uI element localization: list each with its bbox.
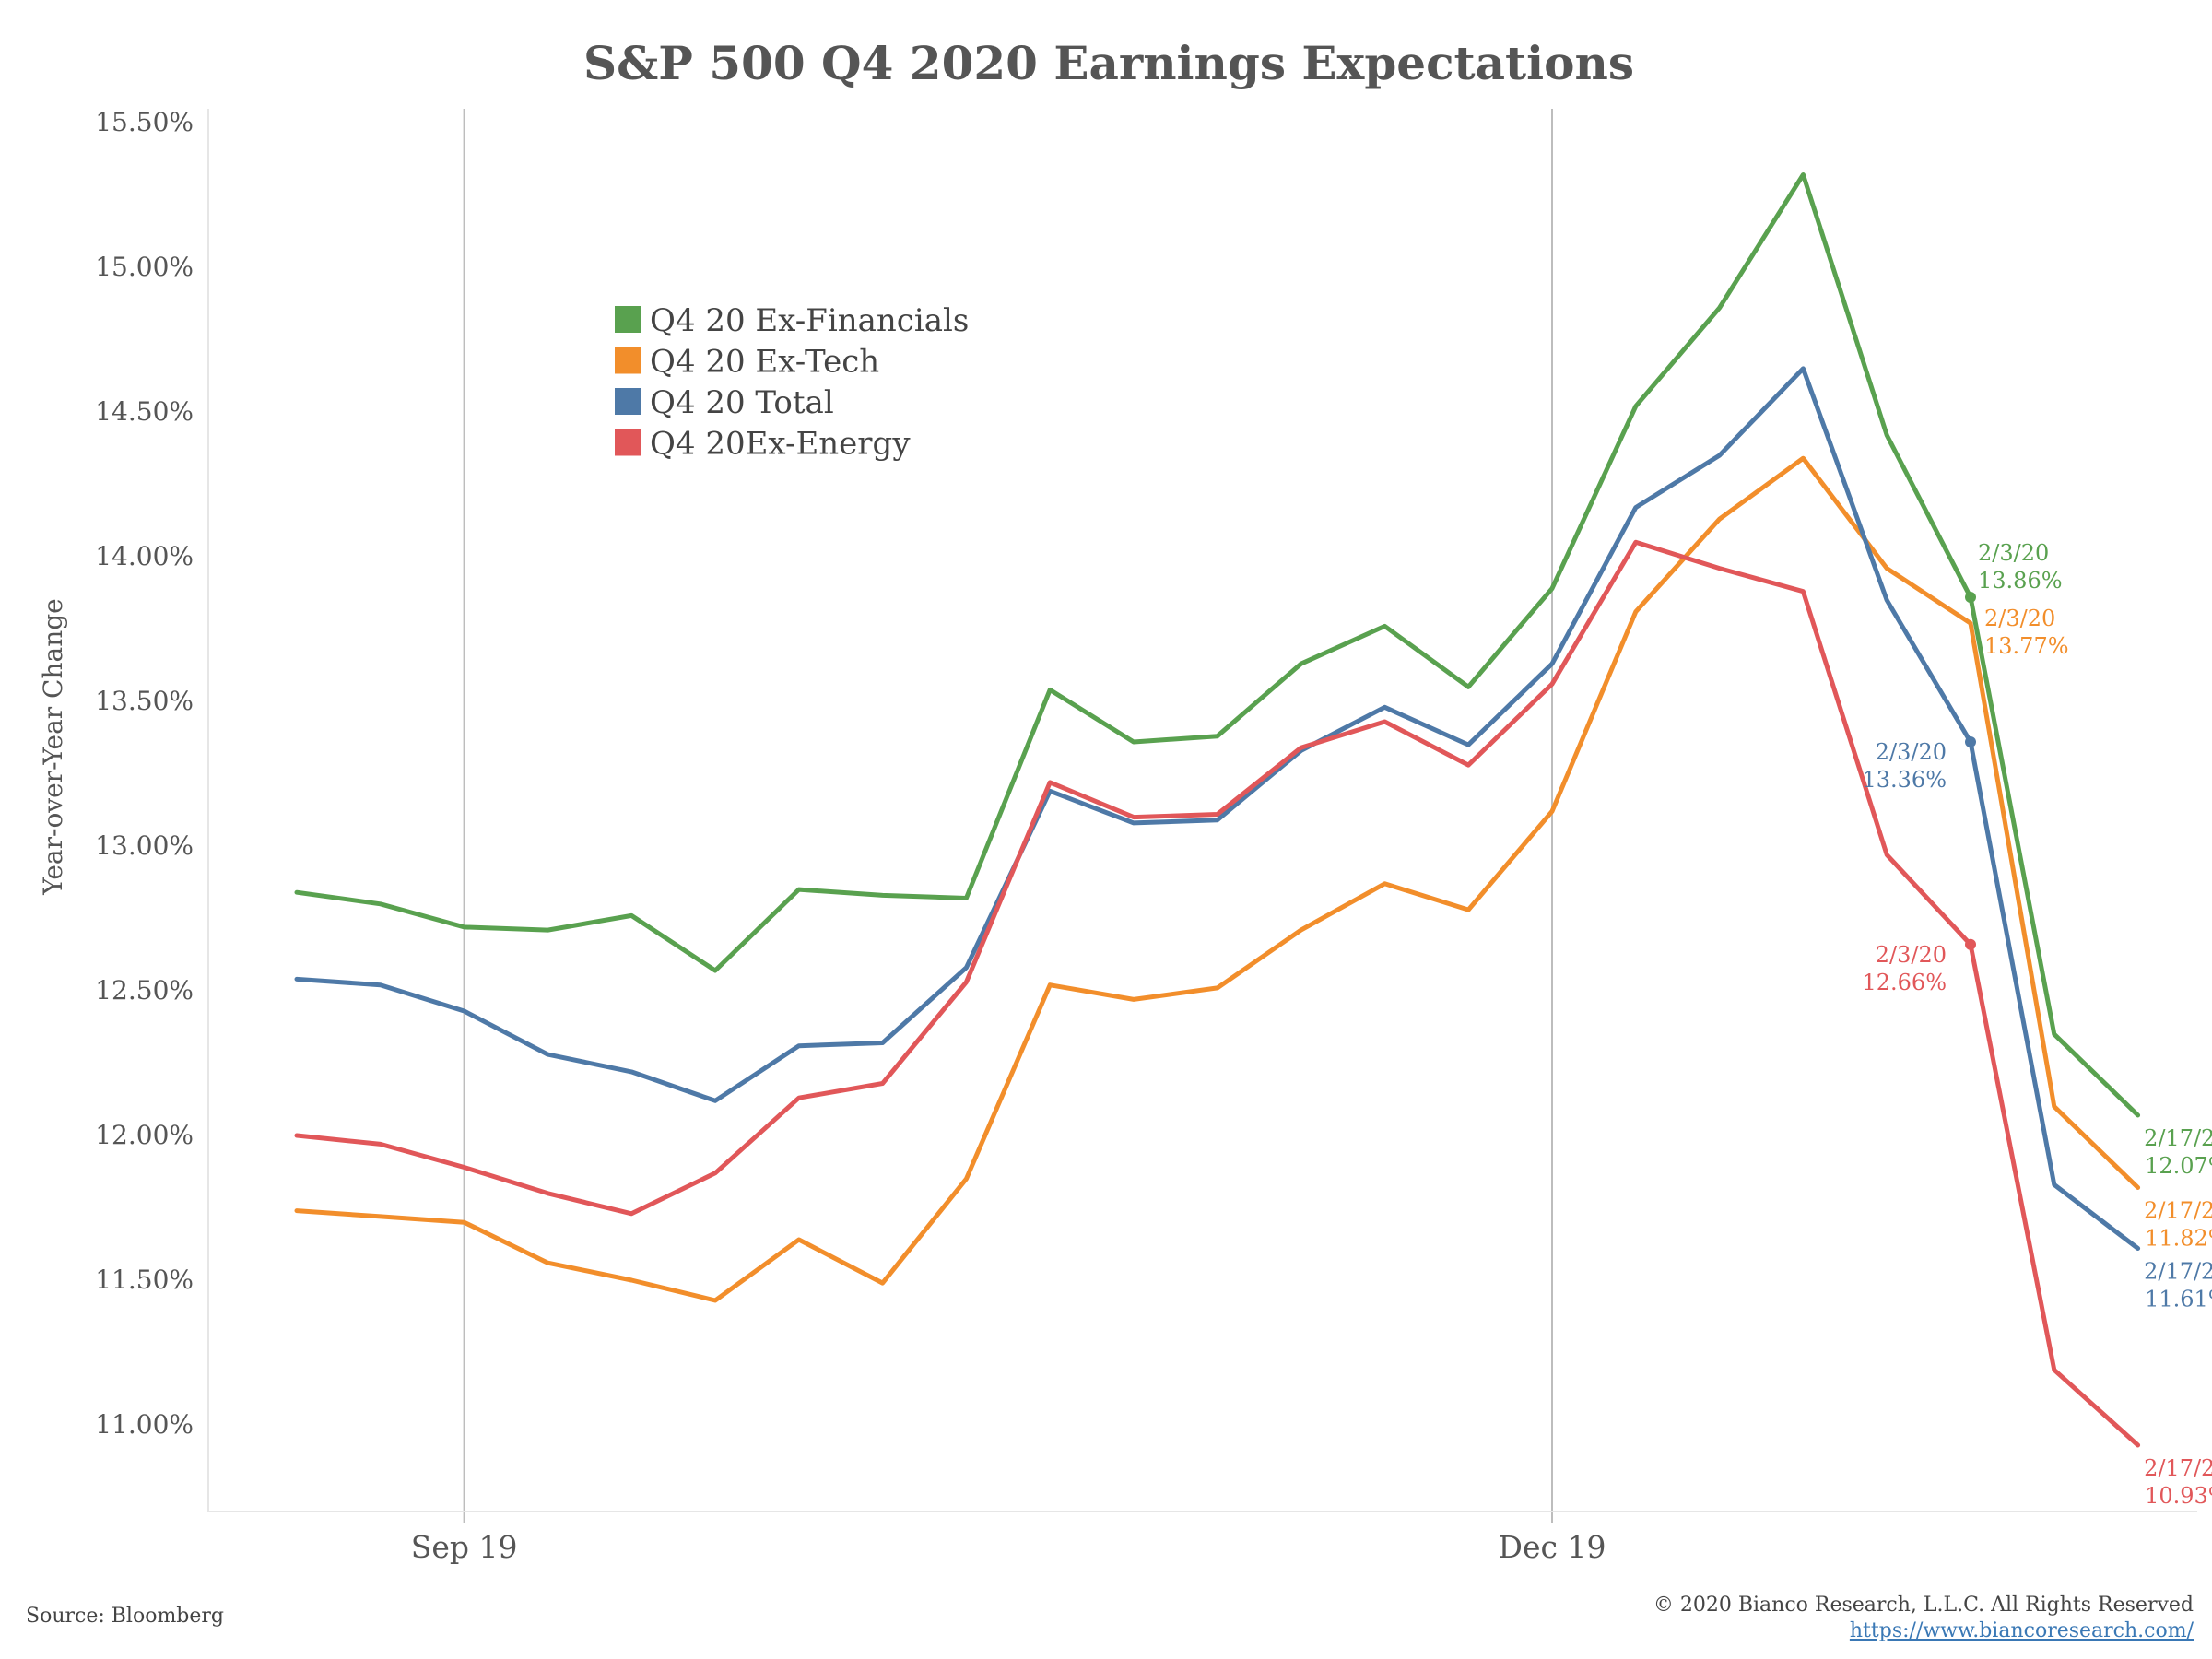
y-axis-ticks: 11.00% 11.50% 12.00% 12.50% 13.00% 13.50% 14.0…	[95, 107, 194, 1440]
legend-label: Q4 20Ex-Energy	[650, 426, 911, 463]
annotation-dot	[1965, 735, 1976, 747]
legend-swatch	[615, 429, 641, 456]
website-link[interactable]: https://www.biancoresearch.com/	[1850, 1619, 2194, 1642]
series-line	[294, 455, 2141, 1303]
annotation-value: 11.82%	[2145, 1226, 2212, 1252]
annotation-date: 2/3/20	[1876, 942, 1947, 968]
y-axis-label: Year-over-Year Change	[38, 598, 68, 895]
annotation-value: 12.66%	[1862, 970, 1947, 995]
annotation-dot	[1965, 591, 1976, 603]
annotation-value: 13.77%	[1984, 633, 2069, 659]
y-tick-label: 14.50%	[95, 396, 194, 427]
annotation-value: 10.93%	[2145, 1483, 2212, 1509]
annotation-date: 2/17/20	[2144, 1198, 2212, 1224]
legend-label: Q4 20 Ex-Financials	[650, 302, 969, 339]
legend-label: Q4 20 Total	[650, 384, 834, 421]
series-line	[294, 172, 2141, 1118]
annotation-value: 13.86%	[1978, 568, 2063, 594]
legend-label: Q4 20 Ex-Tech	[650, 344, 879, 381]
y-tick-label: 15.50%	[95, 107, 194, 137]
annotations: 2/3/2013.86%2/3/2013.77%2/3/2013.36%2/3/…	[1862, 540, 2212, 1509]
y-tick-label: 13.50%	[95, 686, 194, 716]
annotation-date: 2/17/20	[2144, 1455, 2212, 1481]
legend-swatch	[615, 347, 641, 374]
legend-swatch	[615, 388, 641, 415]
annotation-value: 11.61%	[2145, 1286, 2212, 1312]
x-tick-label: Dec 19	[1499, 1529, 1606, 1565]
series-lines	[294, 172, 2141, 1448]
y-tick-label: 13.00%	[95, 830, 194, 861]
y-tick-label: 14.00%	[95, 541, 194, 571]
y-tick-label: 11.50%	[95, 1265, 194, 1295]
annotation-date: 2/3/20	[1876, 739, 1947, 765]
annotation-date: 2/17/20	[2144, 1125, 2212, 1151]
annotation-date: 2/3/20	[1978, 540, 2049, 566]
y-tick-label: 12.50%	[95, 975, 194, 1006]
series-line	[294, 366, 2141, 1251]
source-note: Source: Bloomberg	[26, 1605, 224, 1628]
x-tick-label: Sep 19	[411, 1529, 518, 1565]
annotation-date: 2/17/20	[2144, 1258, 2212, 1284]
copyright-note: © 2020 Bianco Research, L.L.C. All Right…	[1653, 1594, 2194, 1617]
annotation-value: 12.07%	[2145, 1153, 2212, 1179]
annotation-value: 13.36%	[1862, 767, 1947, 793]
y-tick-label: 12.00%	[95, 1120, 194, 1150]
y-tick-label: 15.00%	[95, 252, 194, 282]
legend-swatch	[615, 306, 641, 333]
x-axis-ticks: Sep 19 Dec 19	[411, 1512, 1606, 1565]
chart-title: S&P 500 Q4 2020 Earnings Expectations	[583, 36, 1634, 90]
annotation-dot	[1965, 938, 1976, 950]
annotation-date: 2/3/20	[1984, 606, 2055, 631]
y-tick-label: 11.00%	[95, 1409, 194, 1440]
series-line	[294, 539, 2141, 1448]
